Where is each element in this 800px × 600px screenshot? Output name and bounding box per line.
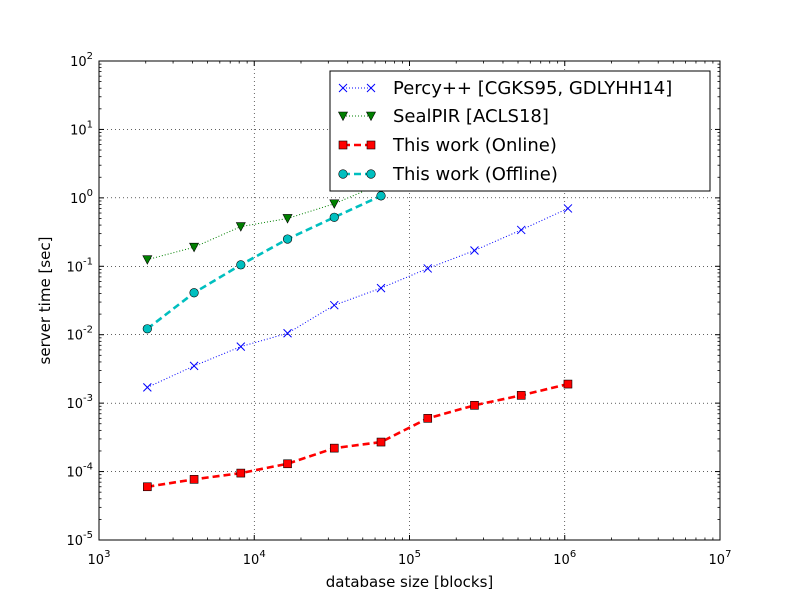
data-point [376,191,386,201]
x-tick-label: 105 [398,549,421,568]
legend-item: Percy++ [CGKS95, GDLYHH14] [338,78,672,99]
series-line [147,183,382,261]
data-point [563,379,573,389]
legend-label: SealPIR [ACLS18] [393,106,549,127]
x-tick-label: 103 [88,549,111,568]
data-point [142,255,153,265]
data-point [189,361,199,371]
y-tick-label: 101 [70,119,93,138]
data-point [142,324,152,334]
legend-marker [366,169,376,179]
x-tick-label: 107 [709,549,732,568]
data-point [236,468,246,478]
y-tick-label: 10-4 [66,462,93,481]
series-line [147,382,569,489]
series-line [146,194,382,330]
ticks: 103 104 105 106 107 10-5 10-4 10-3 10-2 10-1 100 10… [66,51,731,568]
legend-marker [338,111,348,122]
y-tick-label: 10-2 [66,325,93,344]
data-point [329,300,339,310]
legend-marker [366,140,376,150]
y-tick-label: 10-5 [66,530,93,549]
data-point [329,212,339,222]
y-tick-label: 10-3 [66,393,93,412]
y-tick-label: 100 [70,188,93,207]
series-line [147,208,569,388]
x-tick-label: 104 [243,549,266,568]
data-point [423,264,433,273]
legend-marker [338,169,348,179]
data-point [282,234,293,244]
series-3 [143,379,573,492]
data-point [470,246,479,255]
data-point [423,414,433,423]
data-point [329,443,339,453]
data-point [236,342,246,351]
legend-marker [366,83,376,93]
data-point [189,288,199,298]
data-point [563,204,573,213]
legend-box [329,70,711,192]
legend-item: SealPIR [ACLS18] [338,106,549,127]
data-point [235,222,246,232]
series-4 [142,191,386,334]
y-tick-label: 10-1 [66,256,93,275]
data-point [470,400,479,410]
series-1 [142,204,573,392]
series-layer [142,179,573,492]
legend-label: Percy++ [CGKS95, GDLYHH14] [393,78,672,99]
x-tick-label: 106 [553,549,576,568]
legend-marker [338,140,348,150]
x-axis-label: database size [blocks] [326,573,493,591]
data-point [516,391,526,400]
data-point [376,437,386,447]
data-point [283,328,292,338]
data-point [376,283,386,293]
data-point [283,459,292,469]
data-point [516,225,526,235]
data-point [282,214,293,224]
data-point [329,199,340,209]
legend-item: This work (Offline) [338,164,558,185]
data-point [189,242,200,253]
legend-label: This work (Offline) [392,164,558,185]
legend-marker [338,83,348,93]
legend-marker [366,111,376,122]
data-point [189,475,199,484]
y-axis-label: server time [sec] [36,237,54,365]
legend-label: This work (Online) [392,135,557,156]
legend-item: This work (Online) [338,135,557,156]
legend: Percy++ [CGKS95, GDLYHH14] SealPIR [ACLS1… [329,70,711,192]
data-point [142,383,152,392]
data-point [143,482,152,492]
y-tick-label: 102 [70,51,93,70]
data-point [236,260,246,270]
